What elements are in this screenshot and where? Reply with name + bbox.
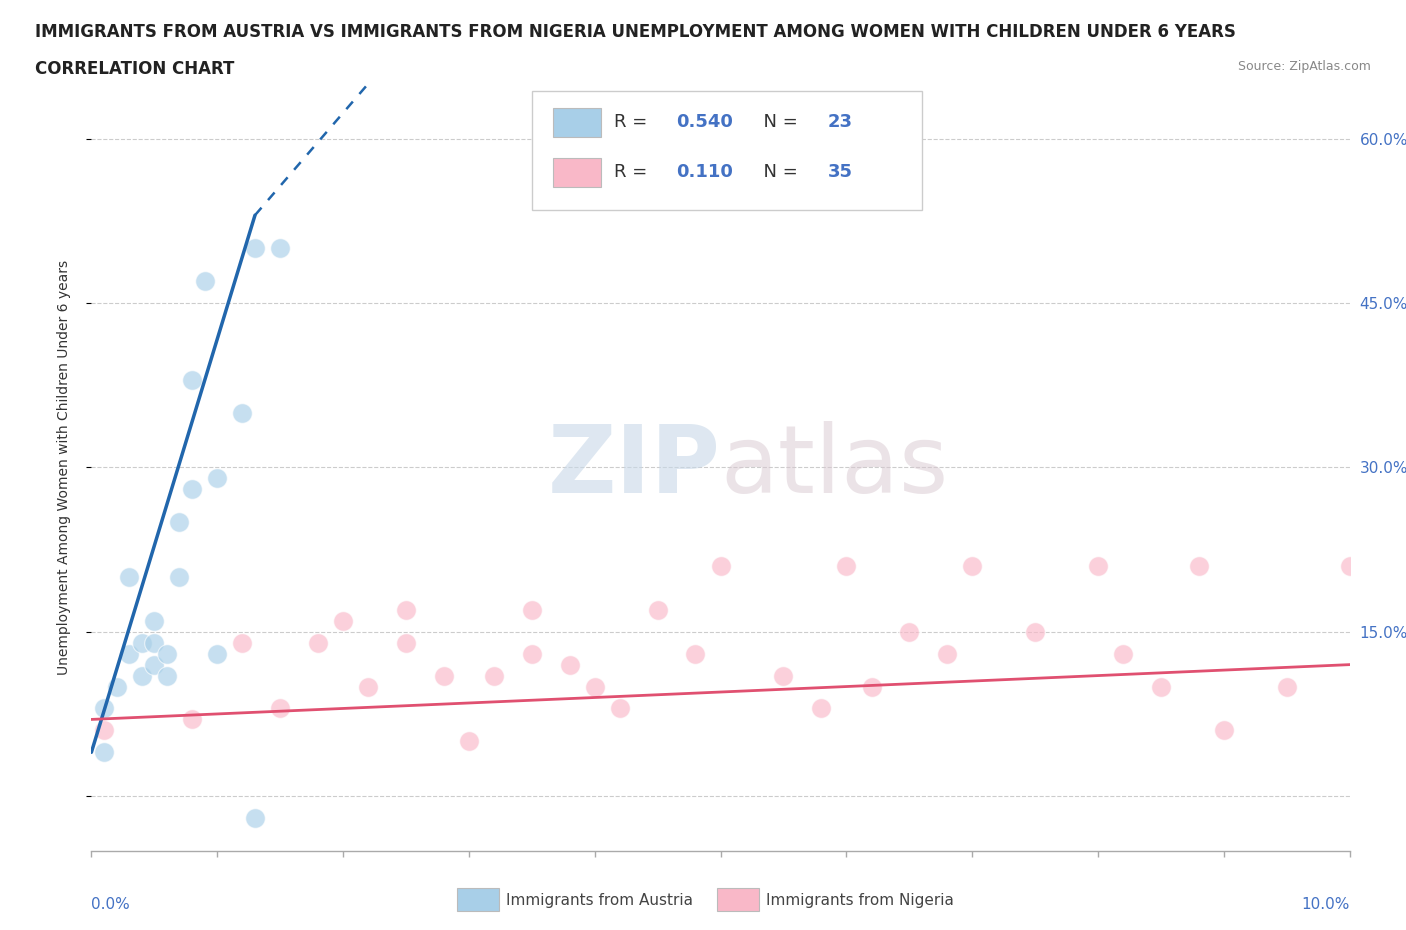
Point — [395, 635, 418, 650]
Point — [647, 603, 669, 618]
Point — [1112, 646, 1135, 661]
Point — [93, 701, 115, 716]
Point — [143, 614, 166, 629]
Text: N =: N = — [752, 163, 804, 181]
Text: 0.0%: 0.0% — [91, 897, 131, 912]
Text: R =: R = — [613, 163, 658, 181]
Point — [93, 745, 115, 760]
Point — [243, 811, 266, 826]
Text: 35: 35 — [828, 163, 852, 181]
Text: R =: R = — [613, 113, 652, 131]
Point — [194, 273, 217, 288]
Text: atlas: atlas — [720, 421, 949, 513]
Text: Immigrants from Nigeria: Immigrants from Nigeria — [766, 893, 955, 908]
Text: 10.0%: 10.0% — [1302, 897, 1350, 912]
Y-axis label: Unemployment Among Women with Children Under 6 years: Unemployment Among Women with Children U… — [56, 259, 70, 675]
Point — [231, 635, 253, 650]
Point — [118, 646, 141, 661]
FancyBboxPatch shape — [553, 158, 600, 187]
Point — [520, 603, 543, 618]
Point — [709, 559, 731, 574]
Point — [118, 569, 141, 584]
Point — [583, 679, 606, 694]
FancyBboxPatch shape — [553, 108, 600, 138]
Point — [433, 668, 456, 683]
Point — [156, 646, 179, 661]
Point — [558, 658, 581, 672]
Point — [1275, 679, 1298, 694]
Point — [772, 668, 794, 683]
Text: N =: N = — [752, 113, 804, 131]
Point — [1150, 679, 1173, 694]
Text: CORRELATION CHART: CORRELATION CHART — [35, 60, 235, 78]
Point — [269, 701, 291, 716]
Point — [332, 614, 354, 629]
Point — [810, 701, 832, 716]
Point — [181, 482, 204, 497]
Point — [609, 701, 631, 716]
Point — [1339, 559, 1361, 574]
Point — [231, 405, 253, 420]
Text: Source: ZipAtlas.com: Source: ZipAtlas.com — [1237, 60, 1371, 73]
Point — [93, 723, 115, 737]
Point — [131, 635, 153, 650]
Point — [1212, 723, 1236, 737]
Point — [936, 646, 959, 661]
Point — [169, 569, 191, 584]
Point — [143, 635, 166, 650]
Point — [156, 668, 179, 683]
Point — [457, 734, 479, 749]
Point — [1087, 559, 1109, 574]
Point — [860, 679, 883, 694]
Text: Immigrants from Austria: Immigrants from Austria — [506, 893, 693, 908]
Point — [395, 603, 418, 618]
Point — [1024, 624, 1046, 639]
Point — [169, 514, 191, 529]
Point — [357, 679, 380, 694]
Point — [835, 559, 858, 574]
FancyBboxPatch shape — [531, 91, 922, 210]
Point — [181, 712, 204, 727]
Point — [205, 471, 228, 485]
Point — [105, 679, 128, 694]
Point — [269, 241, 291, 256]
Point — [307, 635, 329, 650]
Text: 0.540: 0.540 — [676, 113, 734, 131]
Point — [962, 559, 984, 574]
Point — [181, 372, 204, 387]
Point — [482, 668, 505, 683]
Point — [143, 658, 166, 672]
Text: 0.110: 0.110 — [676, 163, 734, 181]
Point — [243, 241, 266, 256]
Point — [1188, 559, 1211, 574]
Text: ZIP: ZIP — [548, 421, 720, 513]
Text: IMMIGRANTS FROM AUSTRIA VS IMMIGRANTS FROM NIGERIA UNEMPLOYMENT AMONG WOMEN WITH: IMMIGRANTS FROM AUSTRIA VS IMMIGRANTS FR… — [35, 23, 1236, 41]
Point — [898, 624, 921, 639]
Point — [685, 646, 707, 661]
Text: 23: 23 — [828, 113, 852, 131]
Point — [520, 646, 543, 661]
Point — [131, 668, 153, 683]
Point — [205, 646, 228, 661]
